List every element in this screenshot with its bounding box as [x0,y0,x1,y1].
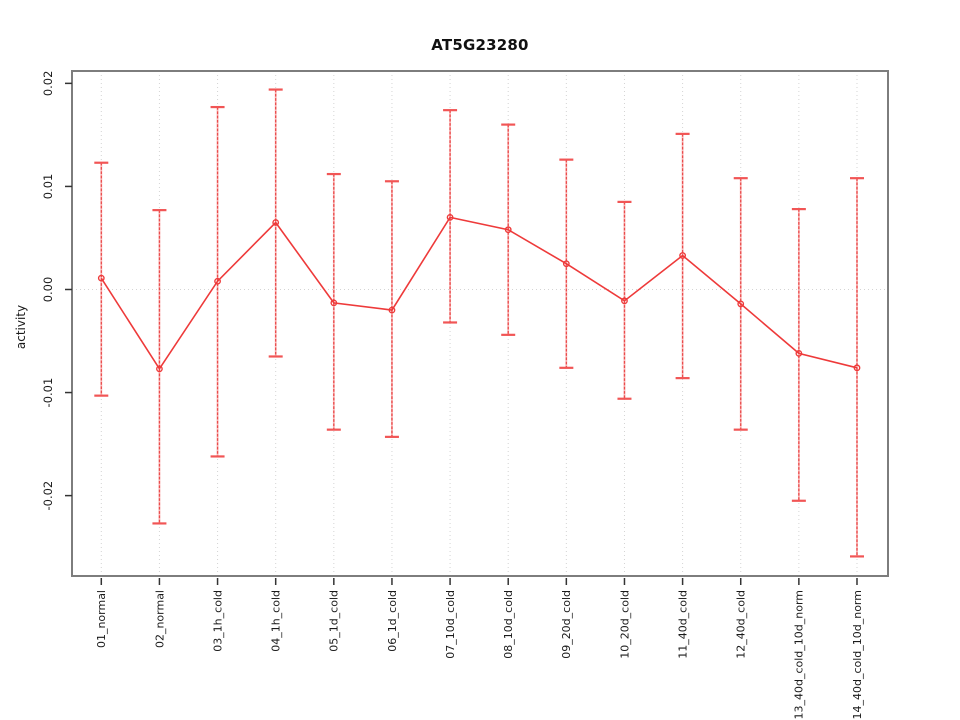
data-point-marker [446,213,454,221]
data-point-marker [97,274,105,282]
x-tick-label: 01_normal [95,590,108,648]
y-tick-label: -0.01 [41,378,55,408]
data-point-marker [330,299,338,307]
chart-title: AT5G23280 [431,36,529,54]
x-tick-label: 14_40d_cold_10d_norm [851,590,864,720]
data-point-marker [737,300,745,308]
data-point-marker [853,364,861,372]
x-tick-label: 11_40d_cold [676,590,689,659]
plot-border [71,70,889,577]
data-point-marker [272,219,280,226]
x-tick-label: 12_40d_cold [735,590,748,659]
x-tick-label: 10_20d_cold [618,590,631,659]
x-tick-label: 02_normal [153,590,166,648]
y-tick-label: 0.00 [41,277,55,303]
x-tick-label: 03_1h_cold [211,590,224,652]
x-tick-label: 04_1h_cold [270,590,283,652]
x-tick-label: 07_10d_cold [444,590,457,659]
series-line [100,216,858,371]
y-tick-label: 0.01 [41,174,55,200]
x-tick-label: 08_10d_cold [502,590,515,659]
data-point-marker [214,277,221,285]
y-tick-label: -0.02 [41,481,55,511]
data-point-marker [562,260,570,268]
data-point-marker [679,252,686,259]
data-point-marker [156,365,163,373]
y-tick-label: 0.02 [41,71,55,97]
x-tick-label: 13_40d_cold_10d_norm [793,590,806,720]
data-point-marker [388,306,396,314]
x-tick-label: 05_1d_cold [328,590,341,652]
data-point-marker [621,297,628,305]
x-tick-label: 09_20d_cold [560,590,573,659]
data-point-marker [504,226,512,234]
data-point-marker [795,349,803,357]
x-tick-label: 06_1d_cold [386,590,399,652]
